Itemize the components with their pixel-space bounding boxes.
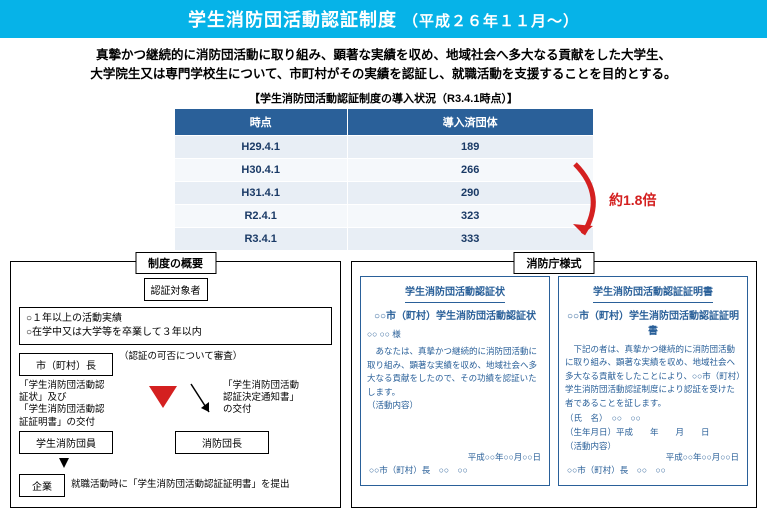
title-main: 学生消防団活動認証制度 bbox=[188, 10, 397, 30]
col-count: 導入済団体 bbox=[347, 108, 593, 135]
table-row: H30.4.1266 bbox=[174, 158, 593, 181]
doc-certificate: 学生消防団活動認証状 ○○市（町村）学生消防団活動認証状 ○○ ○○ 様 あなた… bbox=[360, 276, 550, 486]
table-row: R3.4.1333 bbox=[174, 227, 593, 250]
growth-label: 約1.8倍 bbox=[609, 190, 656, 210]
title-bar: 学生消防団活動認証制度 （平成２６年１１月～） bbox=[0, 0, 767, 38]
company-row: 企業 就職活動時に「学生消防団活動認証証明書」を提出 bbox=[19, 472, 332, 499]
content: 真摯かつ継続的に消防団活動に取り組み、顕著な実績を収め、地域社会へ多大なる貢献を… bbox=[0, 38, 767, 514]
issue1-col: 「学生消防団活動認 証状」及び 「学生消防団活動認 証証明書」の交付 bbox=[19, 380, 139, 429]
doc2-footer: 平成○○年○○月○○日 ○○市（町村）長 ○○ ○○ bbox=[567, 451, 739, 477]
target-criteria: ○１年以上の活動実績 ○在学中又は大学等を卒業して３年以内 bbox=[19, 307, 332, 345]
doc2-head: ○○市（町村）学生消防団活動認証証明書 bbox=[565, 309, 741, 339]
table-wrap: 時点 導入済団体 H29.4.1189 H30.4.1266 H31.4.129… bbox=[10, 108, 757, 251]
table-caption: 【学生消防団活動認証制度の導入状況（R3.4.1時点）】 bbox=[10, 90, 757, 106]
mayor-row: 市（町村）長 （認証の可否について審査） bbox=[19, 351, 332, 378]
doc2-title: 学生消防団活動認証証明書 bbox=[593, 285, 713, 303]
lower-panels: 制度の概要 認証対象者 ○１年以上の活動実績 ○在学中又は大学等を卒業して３年以… bbox=[10, 261, 757, 508]
doc1-footer: 平成○○年○○月○○日 ○○市（町村）長 ○○ ○○ bbox=[369, 451, 541, 477]
submit-note: 就職活動時に「学生消防団活動認証証明書」を提出 bbox=[71, 479, 290, 491]
growth-arrow-box: 約1.8倍 bbox=[565, 156, 615, 249]
forms-panel: 消防庁様式 学生消防団活動認証状 ○○市（町村）学生消防団活動認証状 ○○ ○○… bbox=[351, 261, 757, 508]
growth-table: 時点 導入済団体 H29.4.1189 H30.4.1266 H31.4.129… bbox=[174, 108, 594, 251]
table-row: H31.4.1290 bbox=[174, 181, 593, 204]
table-row: R2.4.1323 bbox=[174, 204, 593, 227]
issue2-col: 「学生消防団活動 認証決定通知書」 の交付 bbox=[223, 380, 313, 417]
red-arrow-icon bbox=[149, 386, 177, 408]
issue-row: 「学生消防団活動認 証状」及び 「学生消防団活動認 証証明書」の交付 「学生消防… bbox=[19, 380, 332, 429]
intro-line1: 真摯かつ継続的に消防団活動に取り組み、顕著な実績を収め、地域社会へ多大なる貢献を… bbox=[10, 46, 757, 65]
member-box: 学生消防団員 bbox=[19, 431, 113, 454]
forms-title: 消防庁様式 bbox=[514, 252, 595, 274]
company-box: 企業 bbox=[19, 474, 65, 497]
title-sub: （平成２６年１１月～） bbox=[403, 13, 579, 30]
review-note: （認証の可否について審査） bbox=[119, 351, 242, 363]
black-arrow-icon bbox=[187, 380, 217, 420]
overview-panel: 制度の概要 認証対象者 ○１年以上の活動実績 ○在学中又は大学等を卒業して３年以… bbox=[10, 261, 341, 508]
doc1-title: 学生消防団活動認証状 bbox=[405, 285, 505, 303]
intro: 真摯かつ継続的に消防団活動に取り組み、顕著な実績を収め、地域社会へ多大なる貢献を… bbox=[10, 46, 757, 84]
member-chief-row: 学生消防団員 消防団長 bbox=[19, 429, 332, 456]
down-arrow-icon bbox=[59, 458, 69, 468]
doc2-body: 下記の者は、真摯かつ継続的に消防団活動に取り組み、顕著な実績を収め、地域社会へ多… bbox=[565, 343, 741, 454]
doc1-head: ○○市（町村）学生消防団活動認証状 bbox=[367, 309, 543, 324]
doc-proof: 学生消防団活動認証証明書 ○○市（町村）学生消防団活動認証証明書 下記の者は、真… bbox=[558, 276, 748, 486]
table-row: H29.4.1189 bbox=[174, 135, 593, 158]
doc-pair: 学生消防団活動認証状 ○○市（町村）学生消防団活動認証状 ○○ ○○ 様 あなた… bbox=[360, 276, 748, 486]
table-header-row: 時点 導入済団体 bbox=[174, 108, 593, 135]
doc1-body: ○○ ○○ 様 あなたは、真摯かつ継続的に消防団活動に取り組み、顕著な実績を収め… bbox=[367, 328, 543, 414]
curved-arrow-icon bbox=[565, 156, 615, 246]
chief-box: 消防団長 bbox=[175, 431, 269, 454]
overview-title: 制度の概要 bbox=[135, 252, 216, 274]
col-time: 時点 bbox=[174, 108, 347, 135]
target-title: 認証対象者 bbox=[144, 278, 208, 301]
mayor-box: 市（町村）長 bbox=[19, 353, 113, 376]
intro-line2: 大学院生又は専門学校生について、市町村がその実績を認証し、就職活動を支援すること… bbox=[10, 65, 757, 84]
